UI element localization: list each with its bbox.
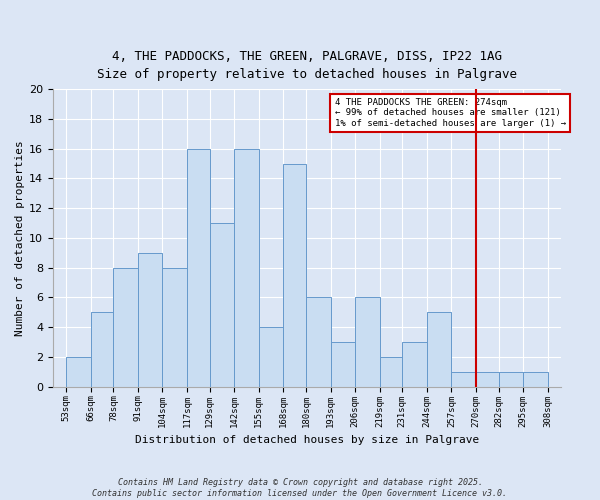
- Bar: [476, 372, 499, 387]
- Bar: [163, 268, 187, 387]
- Text: 4 THE PADDOCKS THE GREEN: 274sqm
← 99% of detached houses are smaller (121)
1% o: 4 THE PADDOCKS THE GREEN: 274sqm ← 99% o…: [335, 98, 566, 128]
- Bar: [187, 148, 209, 387]
- Bar: [402, 342, 427, 387]
- Bar: [138, 253, 163, 387]
- Bar: [91, 312, 113, 387]
- Title: 4, THE PADDOCKS, THE GREEN, PALGRAVE, DISS, IP22 1AG
Size of property relative t: 4, THE PADDOCKS, THE GREEN, PALGRAVE, DI…: [97, 50, 517, 81]
- Bar: [523, 372, 548, 387]
- Bar: [499, 372, 523, 387]
- X-axis label: Distribution of detached houses by size in Palgrave: Distribution of detached houses by size …: [135, 435, 479, 445]
- Y-axis label: Number of detached properties: Number of detached properties: [15, 140, 25, 336]
- Bar: [306, 298, 331, 387]
- Bar: [259, 327, 283, 387]
- Bar: [234, 148, 259, 387]
- Bar: [209, 223, 234, 387]
- Bar: [283, 164, 306, 387]
- Bar: [113, 268, 138, 387]
- Bar: [331, 342, 355, 387]
- Bar: [355, 298, 380, 387]
- Text: Contains HM Land Registry data © Crown copyright and database right 2025.
Contai: Contains HM Land Registry data © Crown c…: [92, 478, 508, 498]
- Bar: [66, 357, 91, 387]
- Bar: [427, 312, 451, 387]
- Bar: [451, 372, 476, 387]
- Bar: [380, 357, 402, 387]
